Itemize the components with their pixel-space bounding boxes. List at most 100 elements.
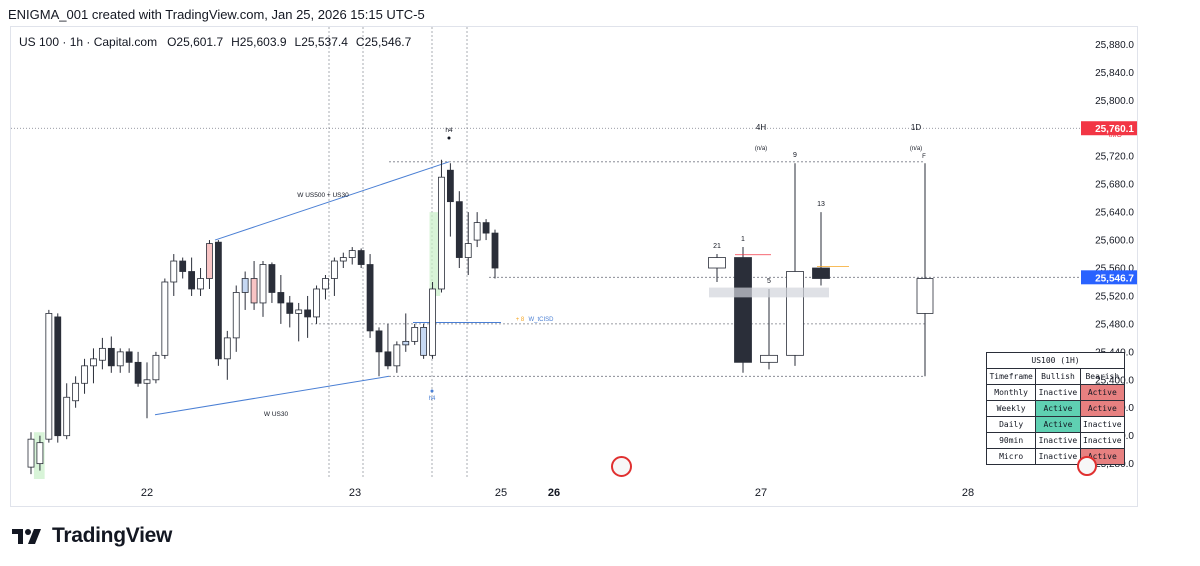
candle-body: [232, 292, 240, 339]
candle-body: [286, 302, 294, 314]
open-label: O: [167, 35, 177, 49]
candle-body: [161, 281, 169, 356]
row-bearish-cell: Active: [1079, 400, 1126, 417]
price-tick-label: 25,480.0: [1095, 319, 1134, 330]
label-w-tcisd: W_tCISD: [528, 317, 554, 323]
table-header-bearish: Bearish: [1079, 368, 1126, 385]
table-row: Monthly Inactive Active: [985, 384, 1126, 401]
label-mo-tag: tMO: [1109, 132, 1123, 139]
label-h4-bottom: h4: [429, 396, 436, 402]
candle-body: [411, 327, 419, 342]
candle-body: [357, 250, 365, 265]
htf-candle-body: [786, 271, 804, 356]
tradingview-logo[interactable]: TradingView: [10, 524, 172, 548]
last-price-label: 25,546.7: [1095, 273, 1134, 284]
price-tick-label: 25,720.0: [1095, 152, 1134, 163]
us-flag-icon[interactable]: [611, 456, 632, 477]
candle-body: [214, 241, 222, 360]
candle-body: [268, 264, 276, 293]
ohlc-legend: US 100 · 1h · Capital.com O 25,601.7 H 25,…: [19, 35, 411, 49]
row-bearish-cell: Inactive: [1079, 416, 1126, 433]
candle-body: [27, 438, 35, 468]
candle-body: [348, 250, 356, 258]
candle-body: [170, 260, 178, 283]
htf-candle-body: [760, 354, 778, 363]
bullish-zone-highlight: [429, 212, 441, 296]
table-row: Micro Inactive Active: [985, 448, 1126, 465]
htf-subheader: (n/a): [910, 146, 922, 152]
low-value: 25,537.4: [301, 35, 348, 49]
table-header-bullish: Bullish: [1035, 368, 1081, 385]
row-timeframe: Monthly: [985, 384, 1037, 401]
high-value: 25,603.9: [239, 35, 287, 49]
candle-body: [63, 396, 71, 437]
price-tick-label: 25,800.0: [1095, 96, 1134, 107]
htf-candle-body: [734, 257, 752, 363]
table-row: 90min Inactive Inactive: [985, 432, 1126, 449]
candle-body: [473, 222, 481, 241]
structure-line-lower: [154, 375, 390, 416]
candle-body: [188, 271, 196, 290]
us-flag-icon[interactable]: [1077, 456, 1097, 476]
price-tick-label: 25,280.0: [1095, 459, 1134, 470]
chart-frame[interactable]: 21 1 5 9 13 4H 1D (n/a) (n/a) F W US500 + US30 W U…: [10, 26, 1138, 507]
row-bullish-cell: Active: [1035, 416, 1081, 433]
signal-status-table: US100 (1H) Timeframe Bullish Bearish Mon…: [985, 352, 1126, 465]
mo-price-badge: [1081, 121, 1137, 136]
low-label: L: [294, 35, 302, 49]
htf-gap-zone: [709, 287, 829, 298]
row-bullish-cell: Active: [1035, 400, 1081, 417]
high-label: H: [231, 35, 240, 49]
price-tick-label: 25,840.0: [1095, 68, 1134, 79]
candle-body: [277, 292, 285, 304]
tradingview-brand: TradingView: [52, 524, 173, 547]
candle-body: [81, 365, 88, 384]
row-bullish-cell: Inactive: [1035, 448, 1081, 465]
candle-body: [116, 351, 124, 367]
structure-line-upper: [214, 161, 450, 241]
candle-body: [304, 309, 312, 318]
htf-candle-body: [708, 257, 726, 269]
htf-candle-body: [812, 267, 830, 279]
chart-header-credit: ENIGMA_001 created with TradingView.com,…: [8, 7, 425, 22]
candle-body: [295, 309, 303, 314]
candle-body: [446, 169, 454, 203]
row-timeframe: 90min: [985, 432, 1037, 449]
tradingview-logo-icon: [12, 529, 41, 544]
candle-body: [322, 278, 329, 290]
candle-body: [482, 222, 490, 234]
candles-layer: [27, 159, 499, 475]
candle-body: [54, 316, 62, 437]
candle-body: [330, 260, 338, 279]
candle-body: [36, 442, 44, 465]
time-tick-label: 22: [141, 487, 153, 499]
htf-candle-label: 21: [713, 243, 721, 250]
candle-body: [393, 344, 401, 367]
time-tick-label: 26: [548, 487, 560, 499]
candle-body: [491, 232, 499, 269]
candle-body: [375, 330, 383, 353]
time-tick-label: 25: [495, 487, 507, 499]
candle-body: [429, 288, 436, 356]
candle-body: [384, 351, 392, 367]
candle-body: [197, 278, 204, 290]
htf-candle-label: 13: [817, 201, 825, 208]
row-timeframe: Daily: [985, 416, 1037, 433]
htf-header-4h: 4H: [756, 123, 766, 132]
table-header-timeframe: Timeframe: [985, 368, 1037, 385]
price-tick-label: 25,680.0: [1095, 180, 1134, 191]
candle-body: [107, 347, 115, 367]
row-bullish-cell: Inactive: [1035, 384, 1081, 401]
open-value: 25,601.7: [176, 35, 224, 49]
structure-lines: [154, 161, 450, 416]
label-w-us30: W US30: [264, 411, 289, 418]
candle-body: [464, 243, 472, 258]
candle-body: [259, 264, 267, 304]
candle-body: [72, 382, 80, 402]
htf-candle-label: 9: [793, 152, 797, 159]
candle-body: [250, 278, 258, 304]
candle-body: [206, 243, 213, 279]
candle-body: [98, 347, 106, 361]
